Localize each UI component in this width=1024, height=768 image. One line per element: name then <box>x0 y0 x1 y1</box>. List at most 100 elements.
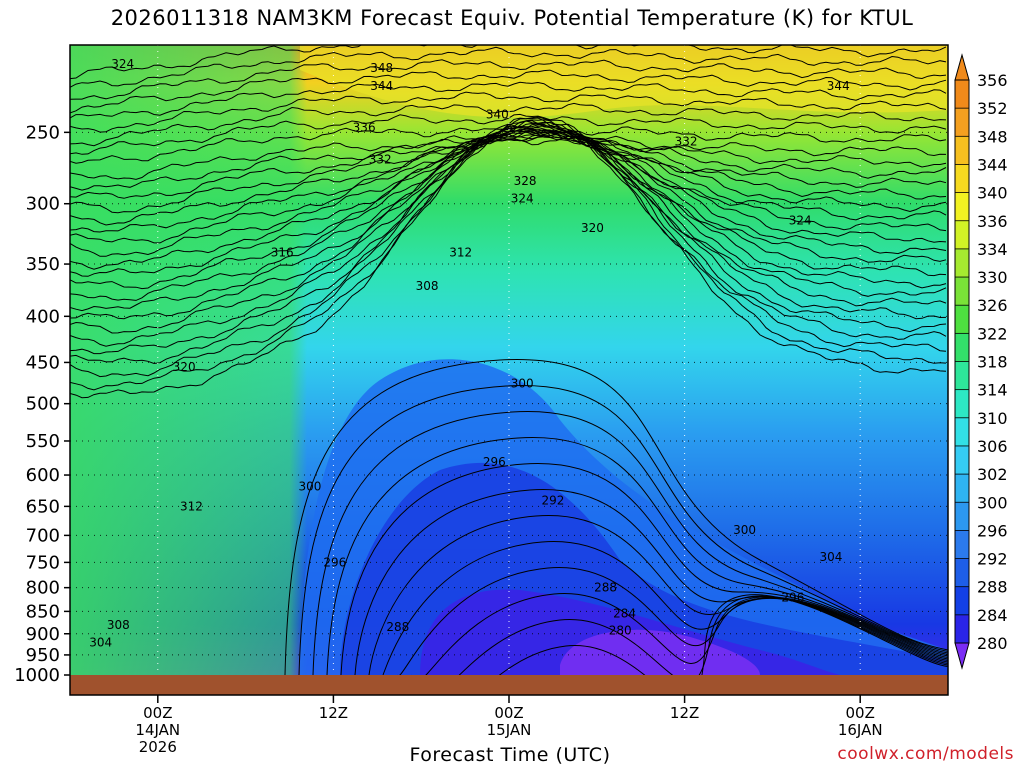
colorbar-bin <box>955 474 969 503</box>
x-tick-label: 2026 <box>139 738 177 756</box>
contour-label: 332 <box>369 153 392 167</box>
x-tick-label: 00Z <box>494 704 523 722</box>
contour-line <box>397 567 948 675</box>
contour-line <box>70 117 947 365</box>
colorbar-bin <box>955 614 969 644</box>
contour-label: 348 <box>370 61 393 75</box>
chart-title: 2026011318 NAM3KM Forecast Equiv. Potent… <box>110 6 914 30</box>
colorbar-label: 330 <box>977 268 1008 287</box>
contour-line <box>70 102 947 147</box>
contour-label: 308 <box>107 618 130 632</box>
contour-lines <box>70 45 948 675</box>
contour-label: 332 <box>675 135 698 149</box>
contour-line <box>439 594 948 675</box>
colorbar-label: 292 <box>977 550 1008 569</box>
contour-label: 320 <box>581 221 604 235</box>
x-tick-label: 00Z <box>143 704 172 722</box>
y-tick-label: 600 <box>26 465 60 486</box>
credit-text: coolwx.com/models <box>837 744 1014 764</box>
contour-label: 308 <box>416 279 439 293</box>
colorbar-label: 284 <box>977 606 1008 625</box>
contour-label: 324 <box>789 213 812 227</box>
contour-line <box>70 81 947 119</box>
colorbar-bin <box>955 417 969 447</box>
contour-label: 296 <box>483 455 506 469</box>
y-tick-label: 1000 <box>14 665 60 686</box>
x-tick-label: 16JAN <box>838 721 883 739</box>
contour-label: 324 <box>511 191 534 205</box>
colorbar-label: 288 <box>977 578 1008 597</box>
colorbar-label: 310 <box>977 409 1008 428</box>
contour-line <box>340 463 948 675</box>
contour-line <box>284 359 948 675</box>
y-tick-label: 450 <box>26 352 60 373</box>
grid-lines <box>70 45 948 675</box>
x-tick-label: 00Z <box>846 704 875 722</box>
contour-line <box>70 59 947 100</box>
contour-label: 336 <box>353 121 376 135</box>
colorbar-bin <box>955 445 969 475</box>
y-tick-label: 400 <box>26 306 60 327</box>
contour-line <box>70 91 947 133</box>
contour-label: 340 <box>486 108 509 122</box>
colorbar-label: 322 <box>977 324 1008 343</box>
contour-line <box>312 411 948 675</box>
contour-label: 284 <box>613 607 636 621</box>
x-tick-label: 12Z <box>319 704 348 722</box>
colorbar-bin <box>955 389 969 419</box>
contour-label: 288 <box>594 581 617 595</box>
contour-line <box>70 128 947 244</box>
colorbar-bin <box>955 502 969 531</box>
contour-line <box>425 595 948 675</box>
contour-line <box>70 120 947 391</box>
field-min-core <box>560 629 760 675</box>
colorbar-bin <box>955 220 969 250</box>
y-tick-label: 900 <box>26 624 60 645</box>
contour-line <box>70 69 947 114</box>
contour-line <box>70 45 947 80</box>
contour-label: 280 <box>609 623 632 637</box>
contour-line <box>70 116 947 399</box>
colorbar-label: 302 <box>977 465 1008 484</box>
contour-label: 316 <box>271 246 294 260</box>
contour-label: 344 <box>827 79 850 93</box>
x-tick-label: 14JAN <box>135 721 180 739</box>
x-axis-title: Forecast Time (UTC) <box>409 744 611 766</box>
contour-label: 312 <box>180 499 203 513</box>
y-tick-label: 300 <box>26 194 60 215</box>
contour-label: 300 <box>733 523 756 537</box>
colorbar-bin <box>955 164 969 194</box>
x-tick-label: 15JAN <box>487 721 532 739</box>
colorbar-label: 334 <box>977 240 1008 259</box>
contour-label: 288 <box>386 620 409 634</box>
colorbar-label: 280 <box>977 634 1008 653</box>
y-tick-label: 800 <box>26 578 60 599</box>
colorbar-bin <box>955 108 969 137</box>
y-tick-label: 550 <box>26 431 60 452</box>
colorbar-label: 344 <box>977 155 1008 174</box>
colorbar-bin <box>955 530 969 560</box>
colorbar-bin <box>955 586 969 616</box>
colorbar-bin <box>955 80 969 109</box>
colorbar-label: 318 <box>977 353 1008 372</box>
x-tick-label: 12Z <box>670 704 699 722</box>
colorbar-bin <box>955 333 969 362</box>
colorbar-label: 314 <box>977 381 1008 400</box>
y-tick-label: 750 <box>26 552 60 573</box>
colorbar-label: 352 <box>977 99 1008 118</box>
contour-label: 300 <box>299 480 322 494</box>
y-tick-label: 850 <box>26 601 60 622</box>
colorbar-bin <box>955 277 969 306</box>
contour-label: 320 <box>173 360 196 374</box>
colorbar-bin <box>955 248 969 278</box>
contour-line <box>70 123 947 334</box>
y-tick-label: 500 <box>26 394 60 415</box>
contour-line <box>382 541 948 675</box>
y-tick-label: 950 <box>26 645 60 666</box>
colorbar-bin <box>955 305 969 334</box>
contour-labels: 324 348 344 340 336 332 328 324 320 324 344 332 316 3… <box>89 57 849 649</box>
contour-line <box>368 515 948 675</box>
contour-label: 296 <box>781 590 804 604</box>
